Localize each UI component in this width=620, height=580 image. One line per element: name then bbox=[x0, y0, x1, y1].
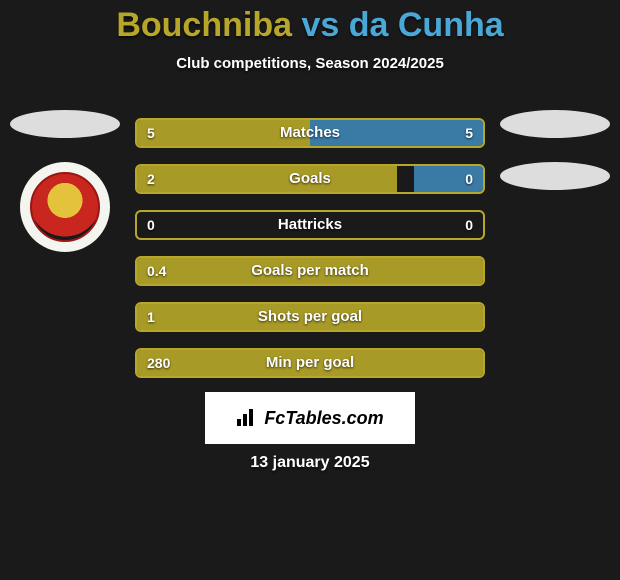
stat-bar-row: 0.4Goals per match bbox=[135, 256, 485, 286]
stat-bar-label: Shots per goal bbox=[137, 304, 483, 330]
stat-bar-row: 0Hattricks0 bbox=[135, 210, 485, 240]
stat-bar-right-value: 0 bbox=[465, 166, 473, 192]
comparison-date: 13 january 2025 bbox=[0, 454, 620, 472]
stat-bar-row: 5Matches5 bbox=[135, 118, 485, 148]
stat-bar-row: 1Shots per goal bbox=[135, 302, 485, 332]
left-player-portrait-placeholder bbox=[10, 110, 120, 138]
fctables-logo-icon bbox=[236, 409, 258, 427]
stat-bar-label: Goals bbox=[137, 166, 483, 192]
subtitle: Club competitions, Season 2024/2025 bbox=[0, 55, 620, 72]
page-title: Bouchniba vs da Cunha bbox=[0, 0, 620, 45]
stat-bar-label: Min per goal bbox=[137, 350, 483, 376]
stat-bar-label: Goals per match bbox=[137, 258, 483, 284]
stat-bar-row: 280Min per goal bbox=[135, 348, 485, 378]
club-badge-graphic bbox=[30, 172, 100, 242]
right-player-column bbox=[495, 110, 615, 190]
stat-bar-right-value: 5 bbox=[465, 120, 473, 146]
left-player-column bbox=[5, 110, 125, 252]
title-vs: vs bbox=[301, 6, 339, 44]
comparison-bars: 5Matches52Goals00Hattricks00.4Goals per … bbox=[135, 118, 485, 394]
right-player-portrait-placeholder bbox=[500, 110, 610, 138]
stat-bar-label: Hattricks bbox=[137, 212, 483, 238]
right-player-club-placeholder bbox=[500, 162, 610, 190]
title-right-player: da Cunha bbox=[349, 6, 504, 44]
fctables-label: FcTables.com bbox=[264, 408, 383, 429]
left-player-club-badge bbox=[20, 162, 110, 252]
title-left-player: Bouchniba bbox=[116, 6, 292, 44]
comparison-card: Bouchniba vs da Cunha Club competitions,… bbox=[0, 0, 620, 580]
stat-bar-row: 2Goals0 bbox=[135, 164, 485, 194]
fctables-watermark: FcTables.com bbox=[205, 392, 415, 444]
stat-bar-label: Matches bbox=[137, 120, 483, 146]
stat-bar-right-value: 0 bbox=[465, 212, 473, 238]
